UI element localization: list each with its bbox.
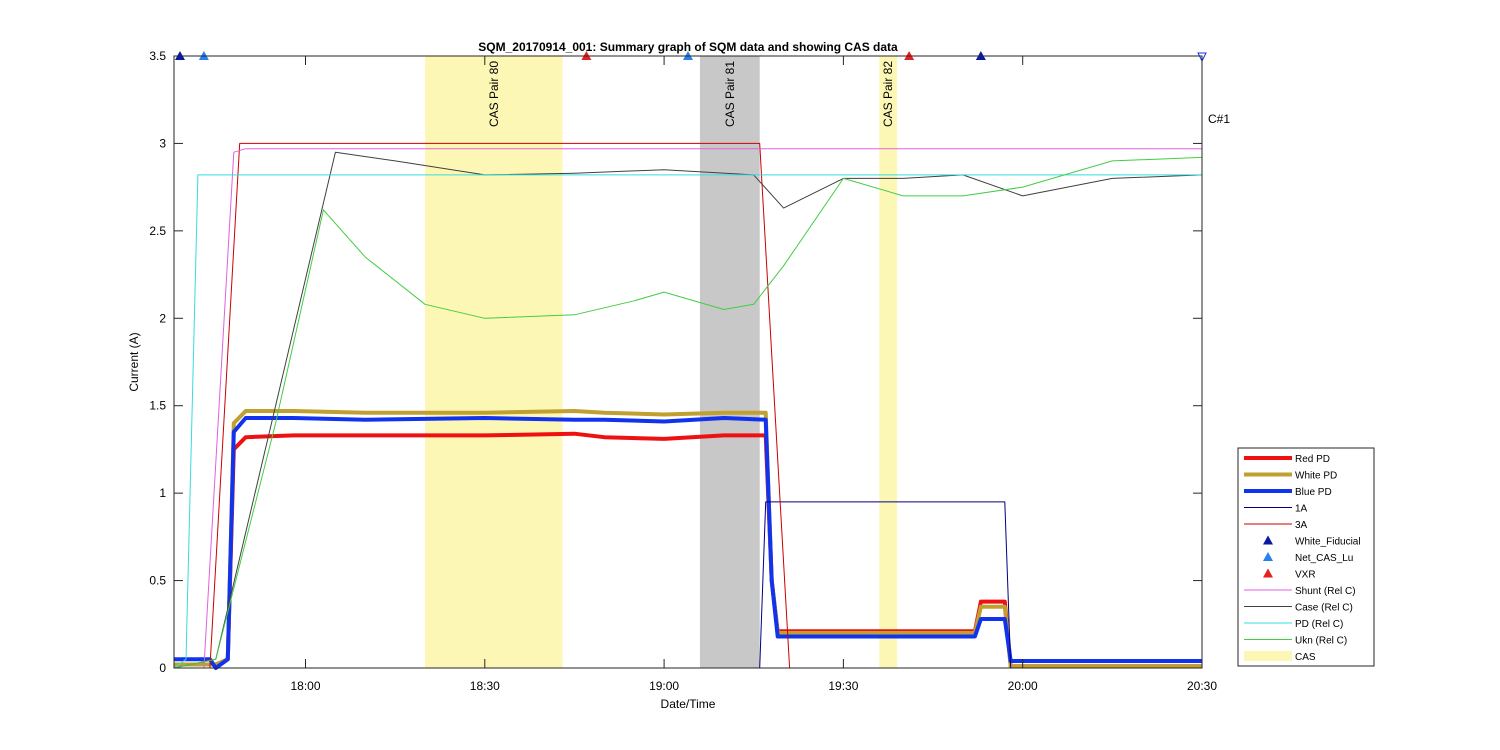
legend-label-vxr: VXR — [1295, 570, 1316, 581]
axis-ticks: 18:00 18:30 19:00 19:30 20:00 20:30 0 0.5 1 1.5 2 2… — [149, 49, 1217, 693]
legend-label-3a: 3A — [1295, 520, 1308, 531]
legend-label-cas: CAS — [1295, 652, 1316, 663]
axes-box — [173, 55, 1203, 669]
chart-title: SQM_20170914_001: Summary graph of SQM d… — [478, 40, 898, 54]
cas-band-1 — [425, 56, 563, 668]
plot-area: CAS Pair 80 CAS Pair 81 CAS Pair 82 18:00 1… — [149, 49, 1217, 693]
marker-end-triangle — [1197, 52, 1207, 63]
legend-swatch-vxr — [1263, 568, 1273, 578]
legend-swatch-white-fiducial — [1263, 535, 1273, 545]
x-tick-label: 20:30 — [1187, 679, 1217, 693]
y-tick-label: 3.5 — [149, 49, 166, 63]
y-axis-label: Current (A) — [127, 332, 141, 391]
plot-background — [174, 56, 1202, 668]
series-blue-pd — [174, 416, 1202, 670]
legend-label-blue-pd: Blue PD — [1295, 487, 1332, 498]
legend-label-net-cas-lu: Net_CAS_Lu — [1295, 553, 1353, 564]
x-tick-label: 18:30 — [470, 679, 500, 693]
legend-label-shunt-rel-c: Shunt (Rel C) — [1295, 586, 1356, 597]
y-tick-label: 0.5 — [149, 574, 166, 588]
legend-label-ukn-rel-c: Ukn (Rel C) — [1295, 636, 1347, 647]
x-tick-label: 19:30 — [828, 679, 858, 693]
legend-label-1a: 1A — [1295, 504, 1308, 515]
legend-label-white-pd: White PD — [1295, 471, 1337, 482]
series-shunt-rel-c — [174, 148, 1202, 669]
legend-label-red-pd: Red PD — [1295, 454, 1330, 465]
cas-band-label: CAS Pair 82 — [881, 61, 895, 127]
legend-swatch-net-cas-lu — [1263, 552, 1273, 561]
y-tick-label: 0 — [159, 661, 166, 675]
y-tick-label: 1 — [159, 486, 166, 500]
x-tick-label: 19:00 — [649, 679, 679, 693]
legend-label-white-fiducial: White_Fiducial — [1295, 537, 1361, 548]
y-tick-label: 1.5 — [149, 399, 166, 413]
x-tick-label: 20:00 — [1008, 679, 1038, 693]
x-tick-label: 18:00 — [290, 679, 320, 693]
series-white-pd — [174, 409, 1202, 669]
y-tick-label: 2 — [159, 311, 166, 325]
legend-swatch-cas — [1244, 651, 1292, 661]
y-tick-label: 3 — [159, 136, 166, 150]
series-pd-rel-c — [173, 174, 1202, 669]
y-tick-label: 2.5 — [149, 224, 166, 238]
legend-label-case-rel-c: Case (Rel C) — [1295, 603, 1353, 614]
cas-bands: CAS Pair 80 CAS Pair 81 CAS Pair 82 — [425, 56, 898, 668]
series-lines — [173, 142, 1203, 670]
x-axis-label: Date/Time — [661, 697, 716, 711]
series-case-rel-c — [173, 151, 1203, 669]
legend-label-pd-rel-c: PD (Rel C) — [1295, 619, 1343, 630]
legend-box — [1237, 447, 1375, 667]
cas-band-3 — [879, 56, 898, 668]
cas-band-label: CAS Pair 81 — [723, 61, 737, 127]
legend: Red PD White PD Blue PD 1A 3A White_Fiducial N… — [1237, 447, 1375, 667]
cas-band-label: CAS Pair 80 — [487, 61, 501, 127]
cas-band-2 — [699, 56, 760, 668]
series-ukn-rel-c — [173, 156, 1203, 669]
corner-label: C#1 — [1208, 112, 1230, 126]
